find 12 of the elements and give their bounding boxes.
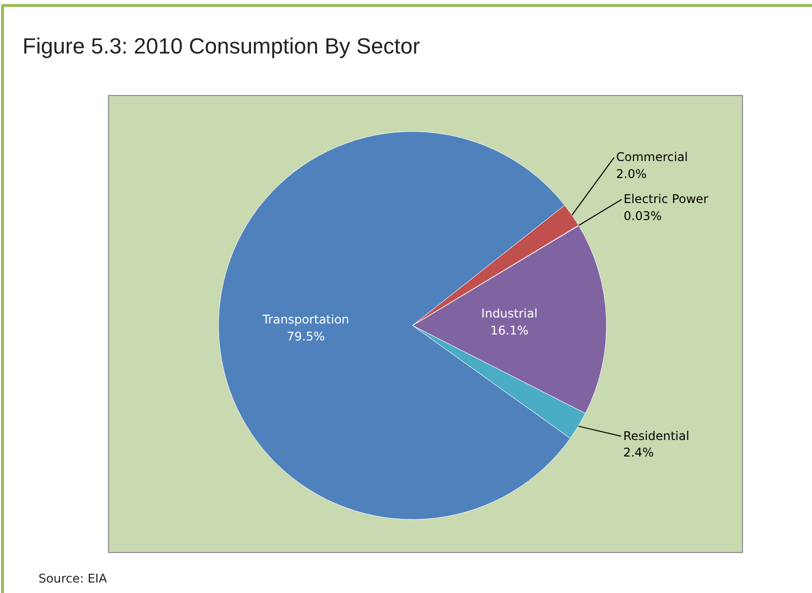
data-label: 2.0%: [616, 166, 647, 181]
slice-label: Electric Power: [624, 192, 708, 206]
chart-title: Figure 5.3: 2010 Consumption By Sector: [22, 34, 420, 58]
data-label: 0.03%: [624, 208, 662, 223]
data-label: 79.5%: [286, 329, 325, 344]
data-label: 16.1%: [490, 323, 529, 338]
slice-label: Commercial: [616, 150, 688, 164]
source-note: Source: EIA: [38, 572, 108, 586]
slice-label: Transportation: [262, 312, 350, 327]
slice-label: Residential: [623, 428, 690, 443]
slice-label: Industrial: [481, 306, 538, 321]
data-label: 2.4%: [623, 446, 654, 460]
